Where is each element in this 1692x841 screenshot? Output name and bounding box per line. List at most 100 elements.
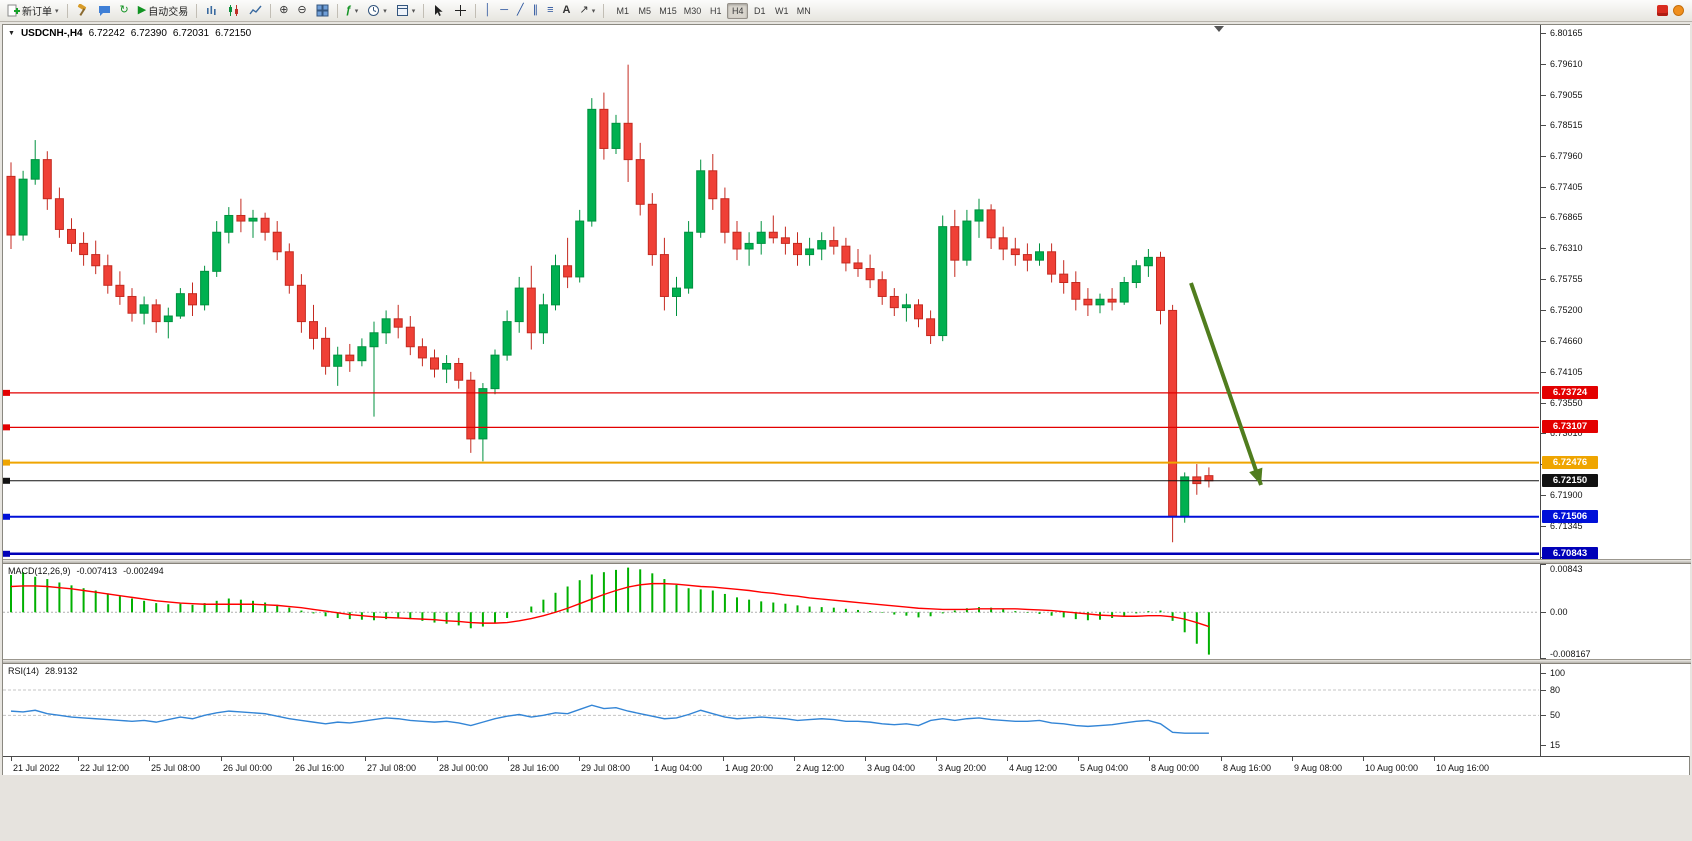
hammer-icon <box>77 4 86 16</box>
candlestick-chart-button[interactable] <box>223 2 244 20</box>
candle <box>260 212 270 241</box>
axis-tick-mark <box>1541 745 1546 746</box>
time-tick-mark <box>865 757 866 761</box>
news-icon[interactable] <box>1657 5 1668 16</box>
timeframe-H1[interactable]: H1 <box>709 5 722 16</box>
candle <box>236 198 246 233</box>
candle <box>333 346 343 386</box>
axis-tick-label: 6.78515 <box>1550 120 1583 131</box>
time-tick-mark <box>1434 757 1435 761</box>
candle <box>224 207 234 244</box>
timeframe-W1[interactable]: W1 <box>775 5 789 16</box>
time-tick-mark <box>221 757 222 761</box>
timeframe-M5[interactable]: M5 <box>638 5 651 16</box>
panel-splitter[interactable] <box>3 559 1691 564</box>
line-chart-button[interactable] <box>245 2 266 20</box>
candle <box>54 187 64 238</box>
cursor-button[interactable] <box>428 2 449 20</box>
candle <box>393 304 403 339</box>
text-icon: A <box>562 4 571 16</box>
chevron-down-icon: ▾ <box>55 7 59 15</box>
axis-tick-label: 50 <box>1550 710 1561 721</box>
candle <box>1143 248 1153 277</box>
bar-chart-button[interactable] <box>201 2 222 20</box>
market-watch-button[interactable] <box>72 2 93 20</box>
axis-tick-label: 15 <box>1550 740 1561 750</box>
crosshair-button[interactable] <box>450 2 471 20</box>
zoom-out-button[interactable]: ⊖ <box>293 2 310 20</box>
vertical-line-tool[interactable]: │ <box>480 2 495 20</box>
rsi-panel[interactable]: RSI(14) 28.9132 <box>3 664 1539 756</box>
auto-trading-button[interactable]: ▶ 自动交易 <box>134 2 192 20</box>
channel-tool[interactable]: ∥ <box>529 2 543 20</box>
trend-arrow[interactable] <box>1189 282 1263 486</box>
level-left-marker <box>3 477 10 484</box>
time-axis-label: 8 Aug 00:00 <box>1151 763 1200 773</box>
axis-tick-label: 6.75755 <box>1550 274 1583 285</box>
candle <box>417 338 427 367</box>
new-order-label: 新订单 <box>22 7 52 18</box>
tile-windows-button[interactable] <box>312 2 333 20</box>
timeframe-H4[interactable]: H4 <box>727 2 749 19</box>
symbol-dropdown-icon[interactable]: ▼ <box>8 30 15 37</box>
candle <box>175 288 185 319</box>
candle <box>1168 304 1178 543</box>
timeframe-M1[interactable]: M1 <box>616 5 629 16</box>
axis-tick-mark <box>1541 156 1546 158</box>
candle <box>1047 243 1057 283</box>
candle <box>1071 271 1081 311</box>
axis-tick-label: 80 <box>1550 684 1561 695</box>
chart-shift-marker[interactable] <box>1214 26 1224 32</box>
candle <box>1131 260 1141 289</box>
panel-splitter[interactable] <box>3 659 1691 664</box>
candle <box>587 98 597 227</box>
candle <box>1204 467 1214 488</box>
price-tag-support-1: 6.71506 <box>1542 509 1598 523</box>
candle <box>926 310 936 344</box>
candle <box>1083 288 1093 317</box>
periods-button[interactable]: ▾ <box>363 2 391 20</box>
alerts-icon[interactable] <box>1673 5 1684 16</box>
toolbar-separator <box>475 3 477 18</box>
timeframe-MN[interactable]: MN <box>796 5 811 16</box>
candlestick-chart[interactable] <box>3 25 1539 559</box>
time-tick-mark <box>794 757 795 761</box>
data-window-button[interactable] <box>94 2 115 20</box>
fibonacci-tool[interactable]: ≡ <box>543 2 557 20</box>
trendline-tool[interactable]: ╱ <box>513 2 528 20</box>
time-axis-label: 21 Jul 2022 <box>13 763 60 773</box>
level-left-marker <box>3 389 10 396</box>
macd-main-value: -0.007413 <box>76 566 118 576</box>
horizontal-line-tool[interactable]: ─ <box>496 2 512 20</box>
chart-ohlc-label: ▼ USDCNH-,H4 6.72242 6.72390 6.72031 6.7… <box>8 28 251 39</box>
templates-button[interactable]: ▾ <box>392 2 420 20</box>
timeframe-M15[interactable]: M15 <box>659 5 677 16</box>
time-axis-label: 28 Jul 00:00 <box>439 763 489 773</box>
axis-tick-label: 6.74660 <box>1550 335 1583 346</box>
candle <box>1022 243 1032 272</box>
cursor-icon <box>435 5 443 16</box>
candle <box>442 355 452 384</box>
price-axis[interactable]: 6.80165 6.79610 6.79055 6.78515 6.77960 6.774… <box>1540 25 1690 562</box>
toolbar-right-icons <box>1657 5 1689 16</box>
timeframe-M30[interactable]: M30 <box>683 5 702 16</box>
indicators-button[interactable]: ƒ ▾ <box>342 2 363 20</box>
candle <box>127 288 137 322</box>
line-chart-icon <box>249 5 262 15</box>
toolbar-separator <box>603 3 605 18</box>
candle <box>1119 276 1129 305</box>
zoom-in-button[interactable]: ⊕ <box>275 2 292 20</box>
macd-panel[interactable]: MACD(12,26,9) -0.007413 -0.002494 <box>3 564 1539 659</box>
candle <box>708 154 718 210</box>
chart-symbol-label: USDCNH-,H4 <box>20 28 83 39</box>
refresh-button[interactable]: ↻ <box>116 2 133 20</box>
text-tool[interactable]: A <box>559 2 575 20</box>
timeframe-D1[interactable]: D1 <box>753 5 766 16</box>
axis-tick-mark <box>1541 689 1546 691</box>
time-tick-mark <box>78 757 79 761</box>
candle <box>381 310 391 344</box>
time-axis[interactable]: 21 Jul 2022 22 Jul 12:00 25 Jul 08:00 26 Ju… <box>3 756 1689 775</box>
new-order-button[interactable]: 新订单 ▾ <box>3 2 63 20</box>
main-chart[interactable]: ▼ USDCNH-,H4 6.72242 6.72390 6.72031 6.7… <box>3 25 1539 559</box>
arrows-tool[interactable]: ↗ ▾ <box>575 2 599 20</box>
